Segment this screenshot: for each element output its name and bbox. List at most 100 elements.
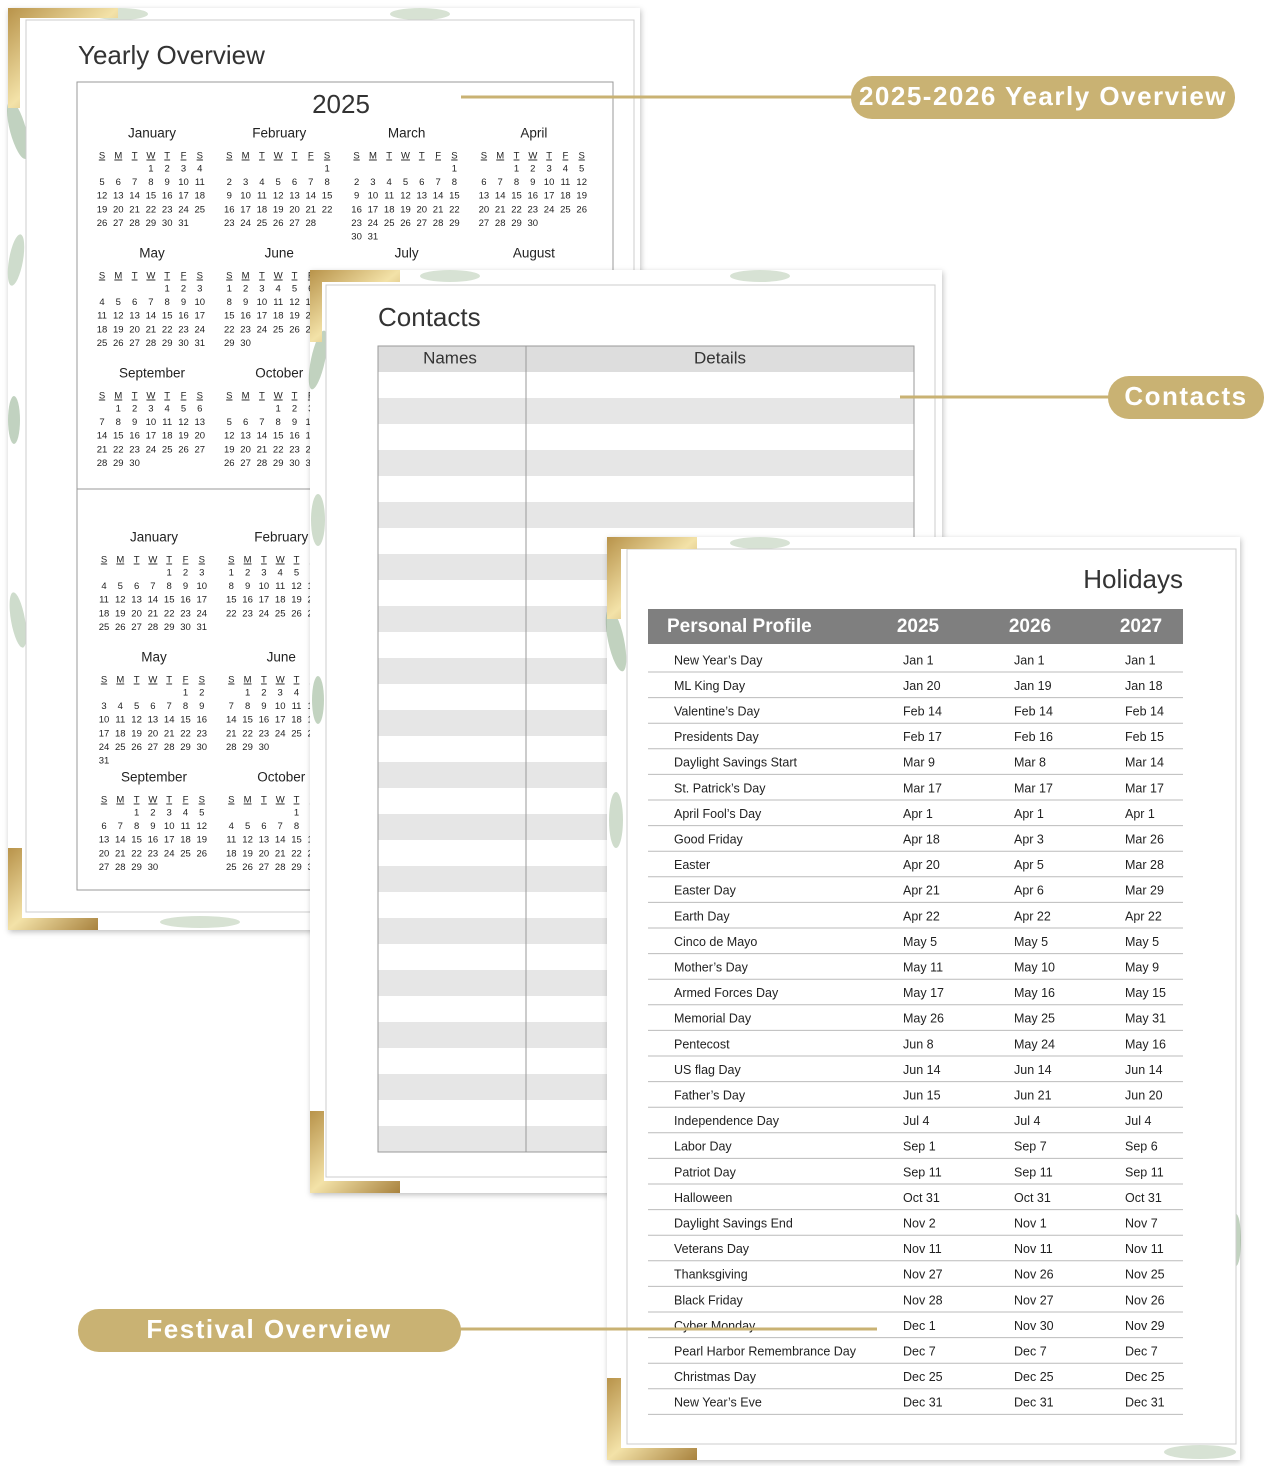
day: 7	[308, 177, 313, 188]
day: 1	[183, 688, 188, 699]
day: 15	[242, 715, 253, 726]
holiday-name: Veterans Day	[674, 1242, 750, 1256]
holiday-name: Good Friday	[674, 832, 744, 846]
day: 14	[97, 431, 108, 442]
day: 22	[273, 444, 284, 455]
weekday: M	[116, 795, 124, 806]
day: 10	[178, 177, 189, 188]
weekday: T	[132, 391, 138, 402]
day: 1	[324, 164, 329, 175]
day: 3	[181, 164, 186, 175]
day: 16	[197, 715, 208, 726]
weekday: T	[259, 391, 265, 402]
day: 30	[240, 338, 251, 349]
holiday-date: May 31	[1125, 1012, 1166, 1026]
day: 30	[289, 458, 300, 469]
holiday-date: Mar 8	[1014, 756, 1046, 770]
day: 6	[292, 177, 297, 188]
holiday-date: Nov 25	[1125, 1268, 1165, 1282]
day: 14	[129, 191, 140, 202]
day: 9	[181, 297, 186, 308]
day: 16	[129, 431, 140, 442]
weekday: M	[114, 151, 122, 162]
day: 23	[259, 728, 270, 739]
day: 19	[242, 848, 253, 859]
weekday: T	[294, 795, 300, 806]
weekday: M	[114, 391, 122, 402]
day: 24	[146, 444, 157, 455]
day: 24	[99, 742, 110, 753]
weekday: S	[228, 555, 234, 566]
month-name: March	[388, 126, 426, 141]
weekday: T	[259, 151, 265, 162]
day: 11	[181, 821, 191, 832]
holiday-date: Apr 18	[903, 832, 940, 846]
day: 21	[495, 204, 506, 215]
day: 29	[131, 862, 142, 873]
weekday: M	[244, 795, 252, 806]
holiday-date: Dec 25	[1125, 1370, 1165, 1384]
holiday-date: Feb 14	[1125, 704, 1164, 718]
day: 24	[197, 608, 208, 619]
day: 20	[131, 608, 142, 619]
holiday-date: Feb 16	[1014, 730, 1053, 744]
weekday: M	[242, 151, 250, 162]
weekday: M	[244, 675, 252, 686]
holiday-name: Father’s Day	[674, 1088, 746, 1102]
weekday: T	[292, 391, 298, 402]
holiday-name: Christmas Day	[674, 1370, 757, 1384]
day: 27	[479, 218, 490, 229]
day: 26	[178, 444, 189, 455]
day: 25	[384, 218, 395, 229]
weekday: S	[228, 675, 234, 686]
day: 26	[131, 742, 142, 753]
day: 5	[294, 568, 299, 579]
day: 18	[226, 848, 237, 859]
holiday-date: Nov 29	[1125, 1319, 1165, 1333]
day: 1	[227, 284, 232, 295]
day: 14	[115, 835, 126, 846]
holiday-name: Easter	[674, 858, 710, 872]
day: 16	[162, 191, 173, 202]
day: 14	[226, 715, 237, 726]
day: 29	[449, 218, 460, 229]
day: 15	[162, 311, 173, 322]
day: 27	[129, 338, 140, 349]
day: 25	[195, 204, 206, 215]
day: 26	[289, 324, 300, 335]
gold-corner	[8, 848, 98, 930]
weekday: S	[99, 391, 105, 402]
weekday: S	[99, 271, 105, 282]
month-name: June	[267, 650, 296, 665]
day: 2	[150, 808, 155, 819]
day: 15	[322, 191, 333, 202]
day: 10	[195, 297, 206, 308]
day: 14	[146, 311, 157, 322]
holiday-name: Cyber Monday	[674, 1319, 756, 1333]
month-name: May	[141, 650, 167, 665]
weekday: W	[276, 555, 285, 566]
gold-corner	[607, 537, 697, 619]
day: 31	[99, 756, 110, 767]
holiday-date: Sep 11	[1125, 1165, 1164, 1179]
day: 30	[351, 232, 362, 243]
month-name: October	[257, 770, 306, 785]
day: 19	[291, 595, 302, 606]
day: 9	[199, 701, 204, 712]
weekday: S	[226, 391, 232, 402]
holiday-date: Jun 20	[1125, 1088, 1163, 1102]
weekday: W	[146, 391, 155, 402]
day: 10	[275, 701, 286, 712]
holiday-date: Oct 31	[1125, 1191, 1162, 1205]
day: 15	[449, 191, 460, 202]
holiday-date: Mar 9	[903, 756, 935, 770]
day: 28	[164, 742, 175, 753]
day: 29	[242, 742, 253, 753]
holiday-date: May 17	[903, 986, 944, 1000]
holiday-name: Mother’s Day	[674, 960, 749, 974]
day: 6	[101, 821, 106, 832]
day: 5	[227, 417, 232, 428]
holiday-date: Mar 17	[1014, 781, 1053, 795]
